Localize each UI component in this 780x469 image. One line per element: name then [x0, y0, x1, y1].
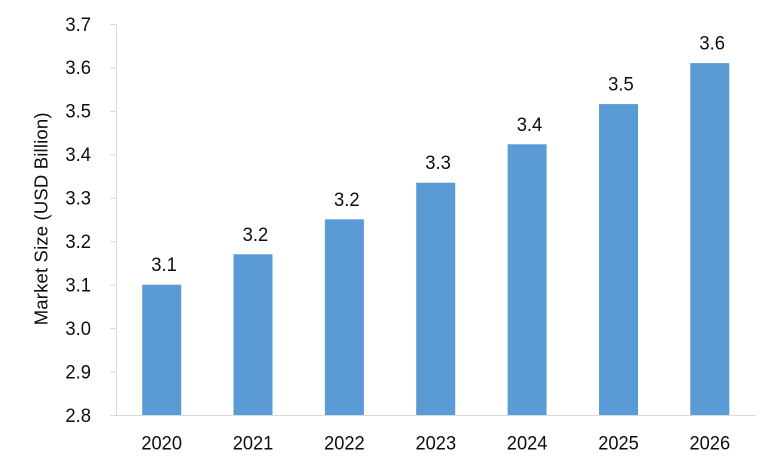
svg-text:2023: 2023: [416, 433, 457, 455]
svg-text:2021: 2021: [233, 433, 274, 455]
svg-text:3.1: 3.1: [151, 254, 177, 276]
svg-text:Market Size (USD Billion): Market Size (USD Billion): [31, 112, 52, 325]
svg-text:3.2: 3.2: [243, 224, 269, 246]
svg-text:2024: 2024: [507, 433, 548, 455]
svg-text:2020: 2020: [141, 433, 182, 455]
svg-text:3.2: 3.2: [334, 189, 360, 211]
svg-text:3.3: 3.3: [425, 152, 451, 174]
svg-text:3.1: 3.1: [65, 275, 91, 297]
svg-text:3.4: 3.4: [65, 144, 91, 166]
svg-text:3.0: 3.0: [65, 318, 91, 340]
svg-text:3.6: 3.6: [699, 33, 725, 55]
svg-text:3.7: 3.7: [65, 14, 91, 36]
svg-text:2025: 2025: [598, 433, 639, 455]
svg-text:3.5: 3.5: [65, 101, 91, 123]
svg-text:3.6: 3.6: [65, 57, 91, 79]
svg-text:2.9: 2.9: [65, 361, 91, 383]
svg-text:3.5: 3.5: [608, 74, 634, 96]
svg-text:2.8: 2.8: [65, 405, 91, 427]
svg-text:3.3: 3.3: [65, 188, 91, 210]
svg-text:2022: 2022: [324, 433, 365, 455]
svg-text:3.2: 3.2: [65, 231, 91, 253]
svg-text:2026: 2026: [690, 433, 731, 455]
svg-text:3.4: 3.4: [517, 114, 543, 136]
